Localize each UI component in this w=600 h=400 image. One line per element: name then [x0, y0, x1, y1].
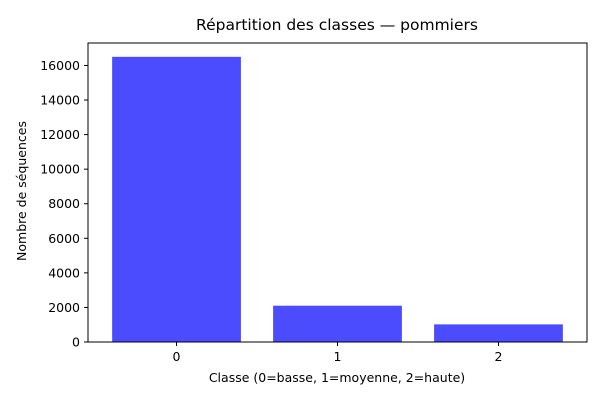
bar-1: [273, 305, 402, 342]
y-tick-label-14000: 14000: [40, 93, 80, 108]
y-tick-label-0: 0: [72, 335, 80, 350]
x-tick-label-1: 1: [334, 349, 342, 364]
y-axis: 0 2000 4000 6000 8000 10000 12000 14000 16000: [40, 58, 88, 350]
bar-0: [112, 56, 241, 342]
y-tick-label-4000: 4000: [48, 265, 80, 280]
chart-title: Répartition des classes — pommiers: [196, 16, 478, 34]
y-tick-label-12000: 12000: [40, 127, 80, 142]
x-tick-label-0: 0: [173, 349, 181, 364]
y-tick-label-16000: 16000: [40, 58, 80, 73]
bar-2: [434, 324, 563, 342]
bars-group: [112, 56, 563, 342]
y-tick-label-10000: 10000: [40, 162, 80, 177]
plot-frame: [87, 42, 588, 343]
x-tick-label-2: 2: [494, 349, 502, 364]
y-tick-label-8000: 8000: [48, 196, 80, 211]
x-axis-label: Classe (0=basse, 1=moyenne, 2=haute): [209, 370, 465, 385]
y-tick-label-2000: 2000: [48, 300, 80, 315]
x-axis: 0 1 2: [173, 342, 502, 364]
y-axis-label: Nombre de séquences: [14, 121, 29, 261]
y-tick-label-6000: 6000: [48, 231, 80, 246]
